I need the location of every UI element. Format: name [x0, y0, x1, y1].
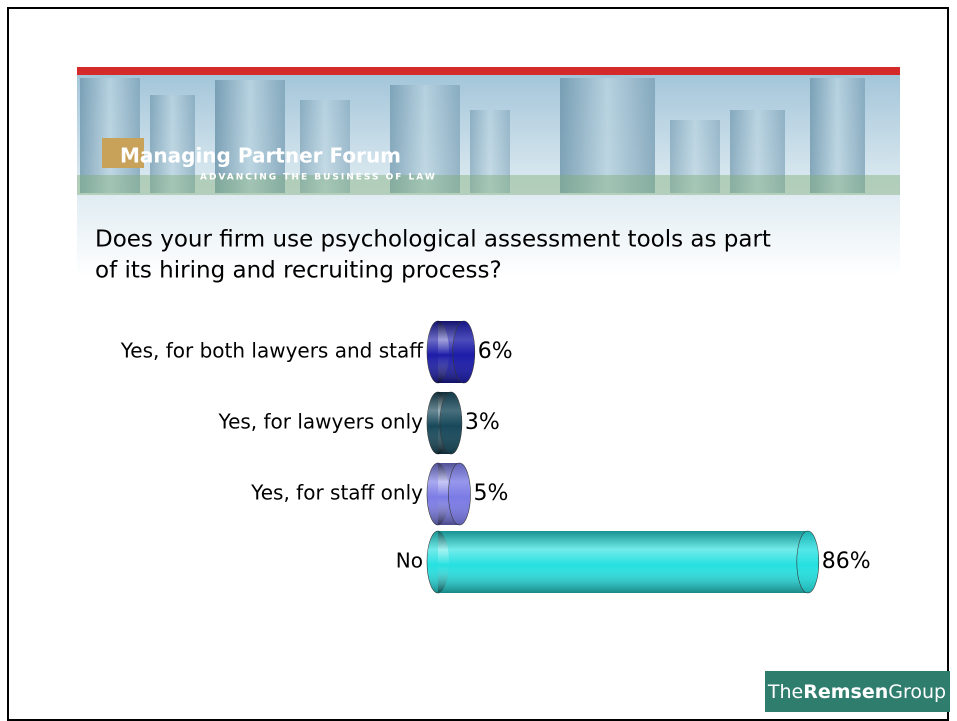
bar — [426, 320, 476, 384]
category-label: No — [396, 549, 423, 573]
chart-title: of its hiring and recruiting process? — [95, 258, 502, 284]
bar — [426, 462, 471, 526]
bar-part — [427, 463, 449, 525]
chart-title: Does your firm use psychological assessm… — [95, 227, 771, 253]
logo-tagline: ADVANCING THE BUSINESS OF LAW — [200, 173, 437, 183]
bar-part — [427, 531, 449, 593]
value-label: 5% — [474, 481, 509, 506]
value-label: 86% — [822, 549, 871, 574]
category-label: Yes, for staff only — [250, 481, 423, 505]
bar-part — [427, 321, 449, 383]
bar-part — [796, 531, 819, 593]
value-label: 6% — [478, 339, 513, 364]
footer-part: Group — [888, 681, 946, 703]
category-label: Yes, for both lawyers and staff — [120, 339, 424, 363]
bar-part — [439, 392, 462, 454]
bar-part — [438, 531, 808, 593]
footer-part: The — [767, 681, 803, 703]
footer-text: TheRemsenGroup — [767, 681, 946, 703]
value-label: 3% — [465, 410, 500, 435]
bar-part — [448, 463, 471, 525]
footer-logo: TheRemsenGroup — [765, 671, 950, 712]
category-label: Yes, for lawyers only — [218, 410, 424, 434]
frame — [7, 7, 949, 721]
bar — [426, 530, 820, 594]
bar-part — [452, 321, 475, 383]
banner: Managing Partner Forum ADVANCING THE BUS… — [77, 67, 900, 277]
footer-part: Remsen — [803, 681, 888, 703]
bar — [426, 391, 463, 455]
logo-name: Managing Partner Forum — [120, 144, 401, 168]
